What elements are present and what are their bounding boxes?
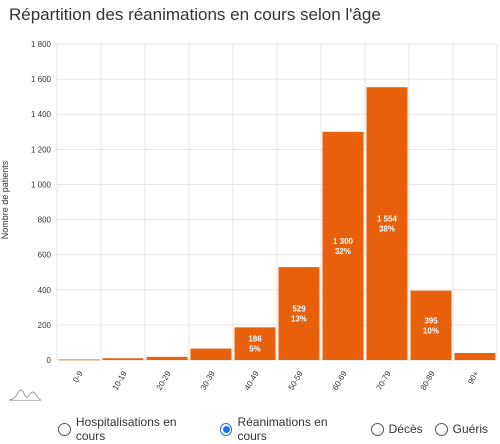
radio-deces[interactable] — [370, 422, 384, 436]
trend-line-icon[interactable] — [8, 384, 42, 402]
bar — [322, 131, 364, 360]
x-tick-label: 40-49 — [243, 369, 261, 392]
y-tick-label: 1 800 — [31, 40, 52, 49]
option-hospitalisations[interactable]: Hospitalisations en cours — [58, 415, 208, 443]
x-tick-label: 80-89 — [419, 369, 437, 392]
y-tick-label: 1 600 — [31, 75, 52, 84]
option-label: Réanimations en cours — [237, 415, 328, 443]
y-tick-label: 200 — [38, 321, 52, 330]
bar-data-label: 5% — [249, 345, 261, 354]
option-label: Hospitalisations en cours — [75, 415, 177, 443]
bar — [102, 358, 144, 360]
bar-data-label: 186 — [248, 335, 262, 344]
bar — [234, 327, 276, 360]
bar-chart: 0 200 400 600 800 1 000 1 200 1 400 1 600 1 800 0-… — [31, 40, 498, 392]
bar — [366, 87, 408, 360]
radio-hospitalisations[interactable] — [58, 422, 71, 436]
x-tick-label: 0-9 — [71, 369, 85, 384]
chart-title: Répartition des réanimations en cours se… — [9, 5, 381, 24]
y-axis-label: Nombre de patients — [0, 160, 10, 240]
option-label: Décès — [388, 422, 423, 436]
bar-data-label: 38% — [379, 225, 395, 234]
x-tick-label: 30-39 — [199, 369, 217, 392]
y-tick-label: 400 — [38, 286, 52, 295]
metric-selector: Hospitalisations en cours Réanimations e… — [58, 415, 500, 443]
bar — [410, 290, 452, 360]
y-tick-label: 1 200 — [31, 145, 52, 154]
bar — [146, 356, 188, 360]
x-tick-label: 10-19 — [111, 369, 129, 392]
bar-data-label: 1 300 — [333, 237, 354, 246]
bar-data-label: 395 — [424, 316, 438, 325]
radio-gueris[interactable] — [434, 422, 448, 436]
radio-reanimations[interactable] — [219, 422, 233, 436]
bar-data-label: 10% — [423, 326, 439, 335]
bar-data-label: 1 554 — [377, 215, 398, 224]
y-tick-label: 1 400 — [31, 110, 52, 119]
x-tick-label: 20-29 — [155, 369, 173, 392]
x-tick-label: 60-69 — [331, 369, 349, 392]
bar — [278, 267, 320, 360]
bar-data-label: 13% — [291, 315, 307, 324]
bar — [58, 359, 100, 361]
option-gueris[interactable]: Guéris — [434, 422, 488, 436]
bar — [454, 352, 496, 360]
y-tick-label: 0 — [47, 356, 52, 365]
option-label: Guéris — [452, 422, 488, 436]
bar — [190, 348, 232, 360]
bar-data-label: 529 — [292, 305, 306, 314]
y-tick-label: 600 — [38, 251, 52, 260]
x-tick-label: 90+ — [466, 369, 481, 386]
x-tick-label: 50-59 — [287, 369, 305, 392]
y-tick-label: 800 — [38, 216, 52, 225]
option-deces[interactable]: Décès — [370, 422, 423, 436]
option-reanimations[interactable]: Réanimations en cours — [219, 415, 359, 443]
x-tick-label: 70-79 — [375, 369, 393, 392]
y-tick-label: 1 000 — [31, 180, 52, 189]
bar-data-label: 32% — [335, 247, 351, 256]
